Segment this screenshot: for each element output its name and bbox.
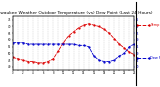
Title: Milwaukee Weather Outdoor Temperature (vs) Dew Point (Last 24 Hours): Milwaukee Weather Outdoor Temperature (v…	[0, 11, 153, 15]
Text: Temp: Temp	[150, 23, 160, 27]
Text: Dew Pt: Dew Pt	[150, 56, 160, 60]
